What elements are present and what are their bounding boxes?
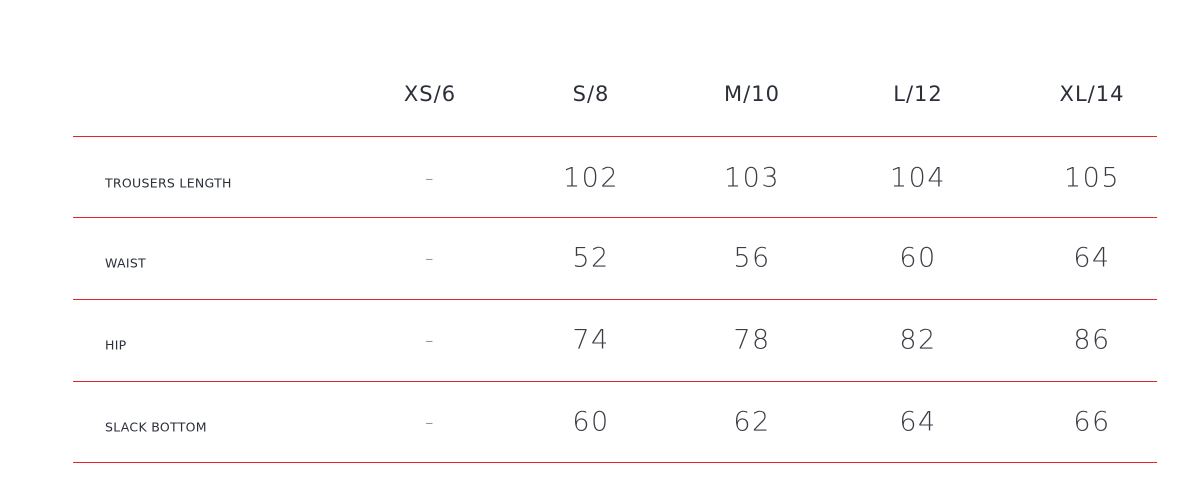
cell-value: – xyxy=(425,168,435,188)
cell-value: 56 xyxy=(733,242,771,274)
column-header: L/12 xyxy=(893,82,943,106)
row-label: SLACK BOTTOM xyxy=(105,419,207,435)
row-divider xyxy=(73,462,1157,463)
column-header: XL/14 xyxy=(1059,82,1125,106)
cell-value: 102 xyxy=(562,162,620,194)
row-label: HIP xyxy=(105,337,127,353)
row-label: TROUSERS LENGTH xyxy=(105,175,232,191)
cell-value: 86 xyxy=(1073,324,1111,356)
column-header: M/10 xyxy=(724,82,780,106)
cell-value: – xyxy=(425,330,435,350)
cell-value: 82 xyxy=(899,324,937,356)
cell-value: 60 xyxy=(572,406,610,438)
column-header: XS/6 xyxy=(403,82,457,106)
cell-value: 52 xyxy=(572,242,610,274)
cell-value: 66 xyxy=(1073,406,1111,438)
cell-value: 64 xyxy=(1073,242,1111,274)
cell-value: 103 xyxy=(723,162,781,194)
cell-value: 62 xyxy=(733,406,771,438)
row-divider xyxy=(73,381,1157,382)
cell-value: 105 xyxy=(1063,162,1121,194)
row-label: WAIST xyxy=(105,255,146,271)
cell-value: – xyxy=(425,412,435,432)
row-divider xyxy=(73,136,1157,137)
row-divider xyxy=(73,299,1157,300)
cell-value: 104 xyxy=(889,162,947,194)
column-header: S/8 xyxy=(572,82,610,106)
row-divider xyxy=(73,217,1157,218)
cell-value: 78 xyxy=(733,324,771,356)
cell-value: 64 xyxy=(899,406,937,438)
cell-value: 74 xyxy=(572,324,610,356)
cell-value: 60 xyxy=(899,242,937,274)
cell-value: – xyxy=(425,248,435,268)
